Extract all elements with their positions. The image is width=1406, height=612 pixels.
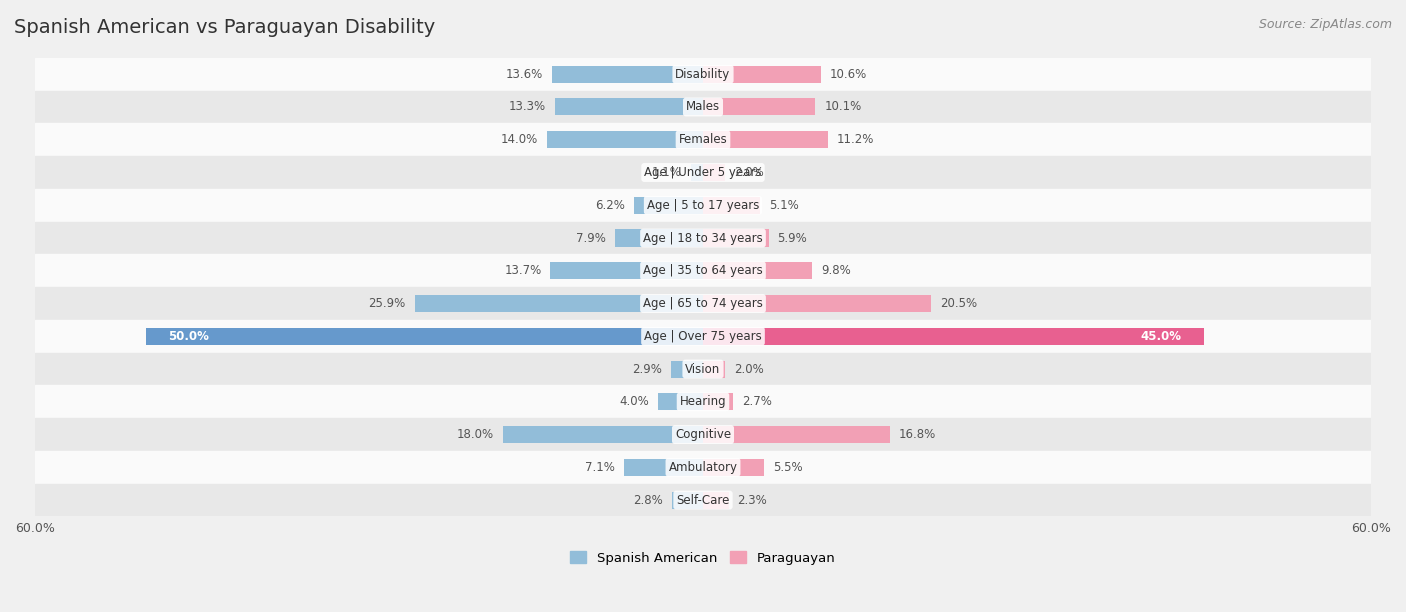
Legend: Spanish American, Paraguayan: Spanish American, Paraguayan bbox=[571, 551, 835, 565]
Text: Self-Care: Self-Care bbox=[676, 493, 730, 507]
Bar bbox=[614, 230, 703, 247]
Bar bbox=[703, 426, 890, 443]
Bar bbox=[35, 483, 1371, 517]
Text: Age | Over 75 years: Age | Over 75 years bbox=[644, 330, 762, 343]
Bar bbox=[551, 65, 703, 83]
Text: 5.1%: 5.1% bbox=[769, 199, 799, 212]
Bar bbox=[35, 353, 1371, 386]
Bar bbox=[703, 459, 765, 476]
Bar bbox=[634, 196, 703, 214]
Bar bbox=[703, 328, 1204, 345]
Text: Females: Females bbox=[679, 133, 727, 146]
Text: 13.7%: 13.7% bbox=[505, 264, 541, 277]
Text: 50.0%: 50.0% bbox=[169, 330, 209, 343]
Text: Vision: Vision bbox=[685, 362, 721, 376]
Text: Age | 35 to 64 years: Age | 35 to 64 years bbox=[643, 264, 763, 277]
Bar bbox=[703, 394, 733, 410]
Bar bbox=[35, 451, 1371, 483]
Text: Cognitive: Cognitive bbox=[675, 428, 731, 441]
Text: Males: Males bbox=[686, 100, 720, 113]
Bar bbox=[555, 99, 703, 116]
Text: 2.7%: 2.7% bbox=[742, 395, 772, 408]
Text: Age | 5 to 17 years: Age | 5 to 17 years bbox=[647, 199, 759, 212]
Text: Age | 65 to 74 years: Age | 65 to 74 years bbox=[643, 297, 763, 310]
Text: 5.9%: 5.9% bbox=[778, 231, 807, 245]
Bar bbox=[35, 58, 1371, 91]
Bar bbox=[146, 328, 703, 345]
Bar bbox=[624, 459, 703, 476]
Text: 2.8%: 2.8% bbox=[633, 493, 662, 507]
Text: 13.6%: 13.6% bbox=[505, 68, 543, 81]
Text: 45.0%: 45.0% bbox=[1140, 330, 1182, 343]
Text: 10.1%: 10.1% bbox=[824, 100, 862, 113]
Bar bbox=[551, 263, 703, 279]
Text: Spanish American vs Paraguayan Disability: Spanish American vs Paraguayan Disabilit… bbox=[14, 18, 436, 37]
Text: 4.0%: 4.0% bbox=[620, 395, 650, 408]
Bar bbox=[415, 295, 703, 312]
Bar bbox=[35, 255, 1371, 287]
Bar bbox=[35, 222, 1371, 255]
Bar bbox=[658, 394, 703, 410]
Text: 7.9%: 7.9% bbox=[576, 231, 606, 245]
Text: Hearing: Hearing bbox=[679, 395, 727, 408]
Bar bbox=[35, 386, 1371, 418]
Text: 1.1%: 1.1% bbox=[652, 166, 682, 179]
Bar bbox=[690, 164, 703, 181]
Bar bbox=[703, 360, 725, 378]
Bar bbox=[672, 491, 703, 509]
Bar bbox=[703, 230, 769, 247]
Text: 11.2%: 11.2% bbox=[837, 133, 875, 146]
Text: 5.5%: 5.5% bbox=[773, 461, 803, 474]
Bar bbox=[35, 124, 1371, 156]
Text: 20.5%: 20.5% bbox=[941, 297, 977, 310]
Bar bbox=[703, 491, 728, 509]
Bar bbox=[703, 164, 725, 181]
Text: 10.6%: 10.6% bbox=[830, 68, 868, 81]
Text: Disability: Disability bbox=[675, 68, 731, 81]
Bar bbox=[502, 426, 703, 443]
Text: Age | Under 5 years: Age | Under 5 years bbox=[644, 166, 762, 179]
Text: 13.3%: 13.3% bbox=[509, 100, 546, 113]
Bar bbox=[703, 99, 815, 116]
Bar bbox=[35, 189, 1371, 222]
Bar bbox=[703, 295, 931, 312]
Text: 25.9%: 25.9% bbox=[368, 297, 406, 310]
Text: Source: ZipAtlas.com: Source: ZipAtlas.com bbox=[1258, 18, 1392, 31]
Bar bbox=[35, 418, 1371, 451]
Text: 2.9%: 2.9% bbox=[631, 362, 662, 376]
Bar bbox=[35, 287, 1371, 320]
Bar bbox=[35, 156, 1371, 189]
Text: 2.3%: 2.3% bbox=[738, 493, 768, 507]
Text: 7.1%: 7.1% bbox=[585, 461, 614, 474]
Text: 2.0%: 2.0% bbox=[734, 362, 763, 376]
Bar bbox=[703, 196, 759, 214]
Bar bbox=[671, 360, 703, 378]
Text: 14.0%: 14.0% bbox=[501, 133, 538, 146]
Bar bbox=[703, 131, 828, 148]
Text: 16.8%: 16.8% bbox=[898, 428, 936, 441]
Bar bbox=[703, 65, 821, 83]
Bar bbox=[35, 320, 1371, 353]
Bar bbox=[547, 131, 703, 148]
Text: Ambulatory: Ambulatory bbox=[668, 461, 738, 474]
Text: Age | 18 to 34 years: Age | 18 to 34 years bbox=[643, 231, 763, 245]
Text: 18.0%: 18.0% bbox=[457, 428, 494, 441]
Text: 2.0%: 2.0% bbox=[734, 166, 763, 179]
Text: 9.8%: 9.8% bbox=[821, 264, 851, 277]
Text: 6.2%: 6.2% bbox=[595, 199, 626, 212]
Bar bbox=[35, 91, 1371, 124]
Bar bbox=[703, 263, 813, 279]
